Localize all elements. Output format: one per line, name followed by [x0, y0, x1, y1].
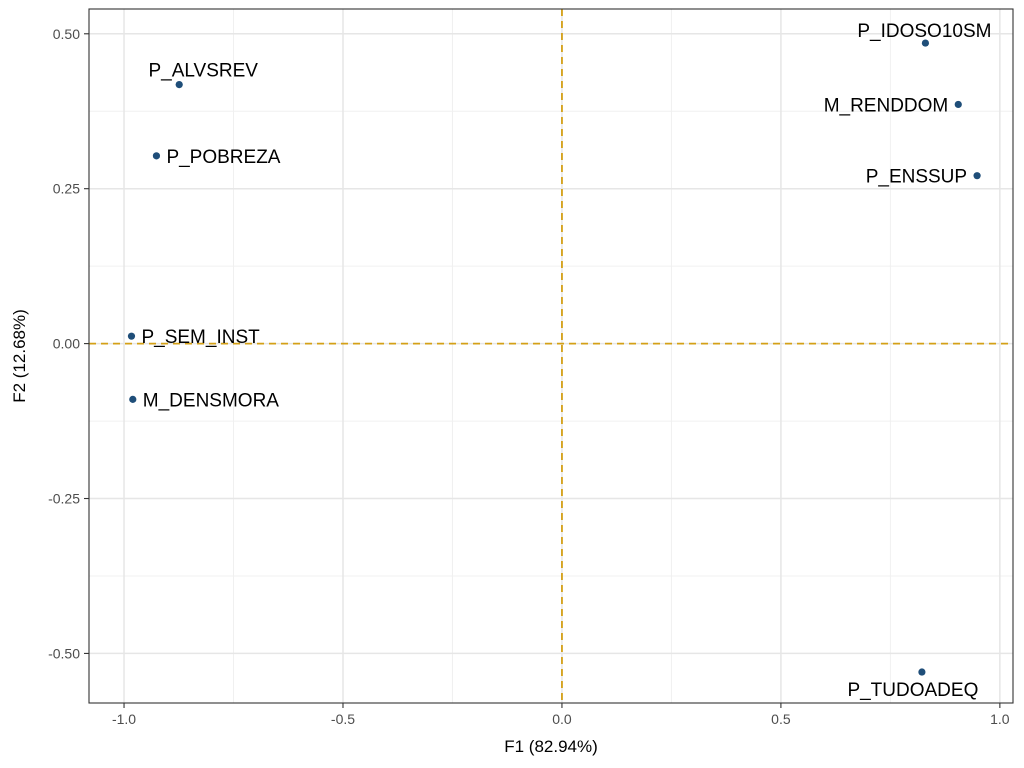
- x-axis-title: F1 (82.94%): [504, 737, 598, 756]
- data-point: [127, 332, 136, 340]
- y-tick-label: 0.50: [53, 26, 80, 42]
- data-point: [152, 152, 161, 160]
- y-tick-label: 0.00: [53, 336, 80, 352]
- x-tick-label: 0.5: [771, 711, 791, 727]
- x-tick-label: 1.0: [990, 711, 1010, 727]
- x-tick-label: -1.0: [112, 711, 136, 727]
- point-label: P_ALVSREV: [148, 61, 258, 82]
- data-point: [954, 100, 962, 109]
- point-label: P_SEM_INST: [141, 327, 260, 348]
- point-label: M_DENSMORA: [143, 390, 280, 411]
- data-point: [129, 395, 137, 403]
- y-tick-label: -0.25: [48, 491, 80, 507]
- y-axis-title: F2 (12.68%): [10, 309, 29, 403]
- y-tick-label: -0.50: [48, 645, 80, 661]
- point-label: P_POBREZA: [166, 147, 280, 168]
- x-tick-label: -0.5: [331, 711, 355, 727]
- data-points: [127, 39, 981, 676]
- data-point: [918, 668, 926, 676]
- reference-lines: [89, 9, 1013, 703]
- point-label: P_ENSSUP: [866, 167, 967, 188]
- x-axis-ticks: -1.0 -0.5 0.0 0.5 1.0: [112, 703, 1010, 727]
- data-point: [175, 80, 183, 89]
- point-label: M_RENDDOM: [824, 95, 949, 116]
- point-label: P_TUDOADEQ: [847, 680, 978, 701]
- y-axis-ticks: -0.50 -0.25 0.00 0.25 0.50: [48, 26, 89, 661]
- data-point: [973, 172, 981, 180]
- point-label: P_IDOSO10SM: [857, 21, 991, 42]
- y-tick-label: 0.25: [53, 181, 80, 197]
- panel-border: [88, 8, 1014, 704]
- x-tick-label: 0.0: [552, 711, 572, 727]
- data-point: [921, 39, 930, 47]
- point-labels: P_IDOSO10SM M_RENDDOM P_ENSSUP P_ALVSREV P_P…: [141, 21, 991, 701]
